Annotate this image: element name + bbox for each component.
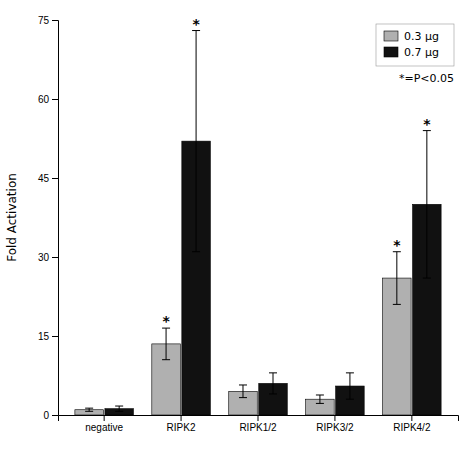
significance-note: *=P<0.05 (399, 72, 454, 85)
error-bar (85, 408, 93, 411)
significance-mark: * (162, 313, 170, 329)
x-tick-label: RIPK3/2 (316, 422, 354, 433)
y-axis-title: Fold Activation (5, 173, 19, 262)
y-axis-line (52, 21, 59, 416)
chart: negative RIPK2 RIPK1/2 RIPK3/2 RIPK4/2 0 15 30 4… (0, 0, 474, 451)
legend-swatch (384, 47, 398, 57)
error-bar (162, 328, 170, 360)
legend-item: 0.3 μg (384, 30, 439, 43)
y-tick-label: 75 (38, 15, 50, 26)
y-tick: 45 (38, 173, 58, 184)
x-tick: negative (85, 415, 123, 433)
x-axis: negative RIPK2 RIPK1/2 RIPK3/2 RIPK4/2 (59, 415, 459, 433)
x-tick: RIPK4/2 (393, 415, 431, 433)
error-bar (423, 131, 431, 278)
legend: 0.3 μg 0.7 μg (376, 24, 454, 66)
y-tick: 15 (38, 331, 58, 342)
y-tick-mark (52, 99, 58, 100)
x-tick-mark (411, 415, 412, 421)
error-bar (393, 252, 401, 305)
x-tick-mark (334, 415, 335, 421)
error-bar-line (346, 373, 354, 399)
y-tick-mark (52, 257, 58, 258)
plot: negative RIPK2 RIPK1/2 RIPK3/2 RIPK4/2 0 15 30 4… (38, 15, 459, 433)
y-tick: 30 (38, 252, 58, 263)
y-tick: 0 (43, 410, 58, 421)
legend-frame (376, 24, 454, 66)
legend-item: 0.7 μg (384, 46, 439, 59)
error-bar-line (162, 328, 170, 360)
y-tick: 60 (38, 94, 58, 105)
error-bar-line (85, 408, 93, 411)
error-bar (346, 373, 354, 399)
x-tick-label: RIPK4/2 (393, 422, 431, 433)
y-tick-label: 45 (38, 173, 50, 184)
y-tick-label: 30 (38, 252, 50, 263)
series (75, 252, 411, 415)
error-bar-line (269, 373, 277, 394)
y-tick-label: 15 (38, 331, 50, 342)
series (105, 31, 441, 415)
x-tick-mark (181, 415, 182, 421)
x-tick: RIPK1/2 (239, 415, 277, 433)
x-axis-line (59, 416, 459, 422)
x-tick: RIPK2 (167, 415, 196, 433)
error-bar-line (393, 252, 401, 305)
x-tick-label: negative (85, 422, 123, 433)
error-bar (316, 395, 324, 403)
significance-mark: * (393, 237, 401, 253)
y-tick-mark (52, 20, 58, 21)
marks (75, 31, 441, 415)
error-bar (115, 406, 123, 411)
x-tick-mark (104, 415, 105, 421)
error-bar (269, 373, 277, 394)
legend-label: 0.7 μg (404, 46, 439, 59)
error-bar (239, 385, 247, 398)
error-bar-line (192, 31, 200, 252)
x-tick-label: RIPK1/2 (239, 422, 277, 433)
x-tick-mark (258, 415, 259, 421)
y-tick-mark (52, 178, 58, 179)
y-axis: 0 15 30 45 60 75 (38, 15, 59, 421)
y-tick: 75 (38, 15, 58, 26)
y-tick-mark (52, 336, 58, 337)
legend-swatch (384, 31, 398, 41)
legend-label: 0.3 μg (404, 30, 439, 43)
significance-mark: * (192, 16, 200, 32)
error-bar (192, 31, 200, 252)
error-bar-line (239, 385, 247, 398)
y-tick-mark (52, 415, 58, 416)
x-tick: RIPK3/2 (316, 415, 354, 433)
y-tick-label: 60 (38, 94, 50, 105)
y-tick-label: 0 (43, 410, 49, 421)
error-bar-line (115, 406, 123, 411)
error-bar-line (316, 395, 324, 403)
error-bar-line (423, 131, 431, 278)
significance-mark: * (423, 116, 431, 132)
x-tick-label: RIPK2 (167, 422, 196, 433)
